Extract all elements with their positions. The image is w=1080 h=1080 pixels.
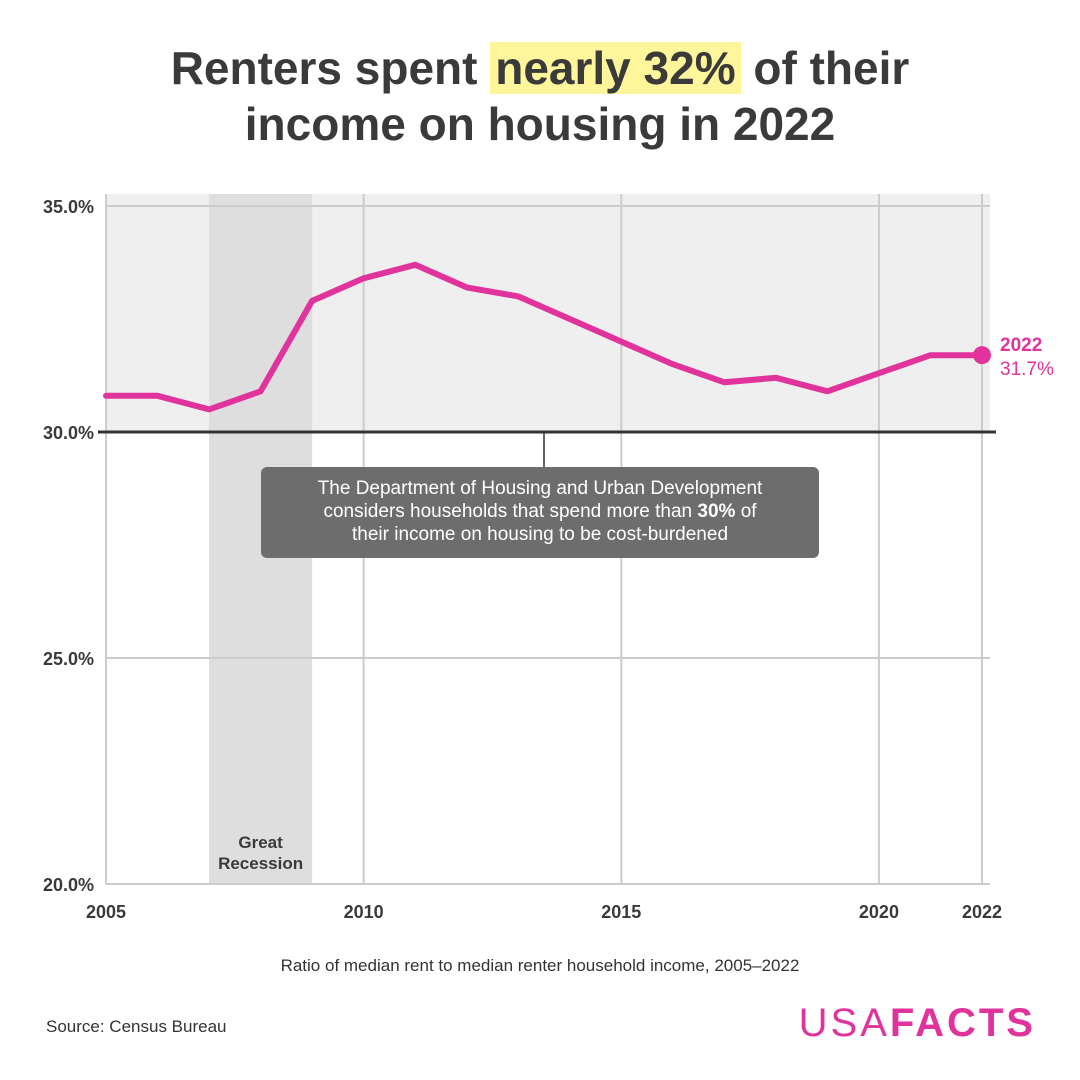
data-point: [824, 388, 830, 394]
annotation-box: The Department of Housing and Urban Deve…: [261, 467, 819, 558]
y-tick-label: 30.0%: [43, 423, 94, 443]
usafacts-logo[interactable]: USAFACTS: [799, 1001, 1036, 1046]
data-point: [721, 379, 727, 385]
data-point: [876, 370, 882, 376]
data-point: [567, 316, 573, 322]
title-text-before: Renters spent: [170, 42, 478, 94]
annotation-threshold-value: 30%: [697, 501, 736, 522]
data-point: [670, 361, 676, 367]
annotation-line-3: their income on housing to be cost-burde…: [351, 524, 729, 545]
data-point: [206, 406, 212, 412]
source-note: Source: Census Bureau: [46, 1017, 227, 1036]
recession-label: Recession: [218, 854, 303, 873]
title-line-2: income on housing in 2022: [244, 98, 836, 150]
logo-usa: USA: [798, 1001, 890, 1045]
logo-facts: FACTS: [889, 1001, 1036, 1045]
chart-caption: Ratio of median rent to median renter ho…: [280, 956, 800, 975]
data-point: [412, 262, 418, 268]
data-point: [618, 339, 624, 345]
data-point: [515, 293, 521, 299]
data-point: [464, 284, 470, 290]
data-point: [103, 393, 109, 399]
annotation-text: considers households that spend more tha…: [323, 501, 693, 522]
x-tick-label: 2010: [344, 902, 384, 922]
endpoint-marker: [973, 346, 991, 365]
title-highlight: nearly 32%: [490, 42, 741, 94]
x-tick-label: 2020: [859, 902, 899, 922]
annotation-line-2: considers households that spend more tha…: [271, 500, 809, 523]
data-point: [773, 375, 779, 381]
data-point: [927, 352, 933, 358]
x-tick-label: 2015: [601, 902, 641, 922]
data-point: [361, 275, 367, 281]
data-point: [309, 298, 315, 304]
data-point: [155, 393, 161, 399]
title-text-after: of their: [753, 42, 910, 94]
data-point: [258, 388, 264, 394]
series-line: [103, 261, 985, 413]
x-tick-label: 2005: [86, 902, 126, 922]
chart-title: Renters spent nearly 32% of their income…: [0, 40, 1080, 152]
annotation-text: of: [740, 501, 757, 522]
recession-label: Great: [238, 833, 283, 852]
y-tick-label: 35.0%: [43, 197, 94, 217]
title-line-1: Renters spent nearly 32% of their: [0, 40, 1080, 96]
endpoint-year-label: 2022: [1000, 335, 1042, 356]
y-tick-label: 20.0%: [43, 875, 94, 895]
y-tick-label: 25.0%: [43, 649, 94, 669]
annotation-line-1: The Department of Housing and Urban Deve…: [317, 478, 763, 499]
x-tick-label: 2022: [962, 902, 1002, 922]
endpoint-value-label: 31.7%: [1000, 359, 1054, 380]
